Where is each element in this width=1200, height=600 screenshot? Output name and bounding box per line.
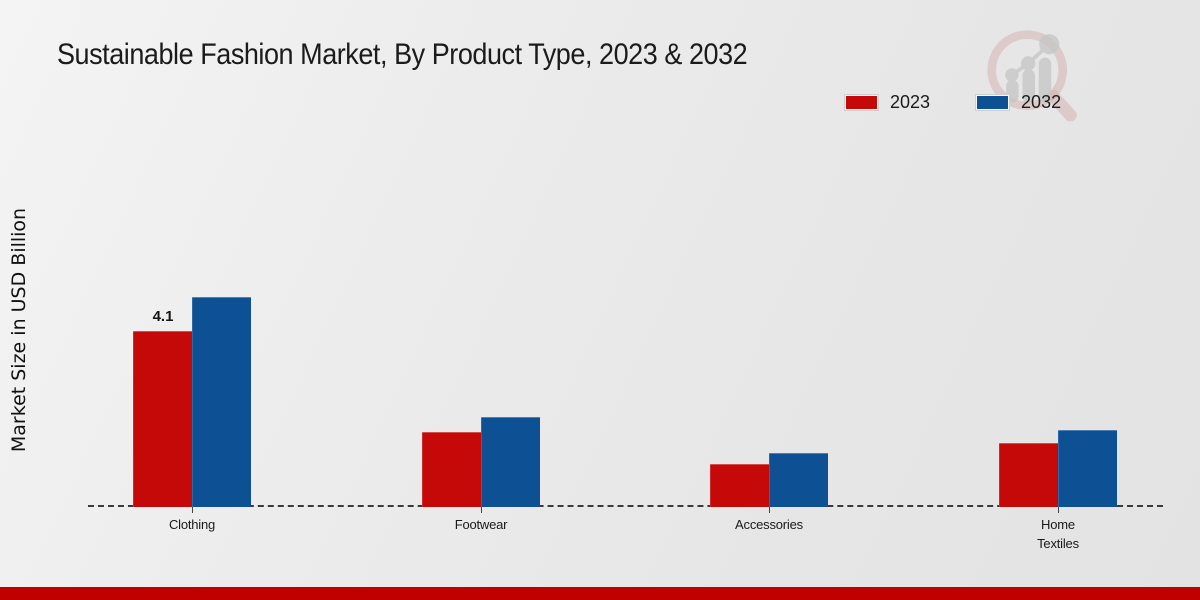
- bar-2032-clothing: [192, 297, 251, 507]
- bar-2023-footwear: [422, 432, 481, 507]
- bar-2032-accessories: [769, 453, 828, 507]
- legend-item-2032: 2032: [976, 92, 1061, 113]
- x-axis-tick: [769, 507, 770, 513]
- bar-2032-footwear: [481, 417, 540, 507]
- brand-watermark-logo: [987, 30, 1077, 122]
- magnifier-icon: [987, 30, 1077, 122]
- x-axis-tick: [192, 507, 193, 513]
- x-axis-baseline: [88, 505, 1163, 507]
- legend-item-2023: 2023: [845, 92, 930, 113]
- footer-accent-band: [0, 587, 1200, 600]
- chart-title: Sustainable Fashion Market, By Product T…: [57, 38, 748, 71]
- legend-label: 2023: [890, 92, 931, 112]
- bar-value-label-2023-clothing: 4.1: [152, 308, 174, 325]
- x-axis-tick: [481, 507, 482, 513]
- bar-2023-home-textiles: [999, 443, 1058, 507]
- legend: 2023 2032: [845, 92, 1061, 113]
- category-label-home-textiles: Home Textiles: [1037, 517, 1079, 551]
- x-axis-tick: [1058, 507, 1059, 513]
- category-label-footwear: Footwear: [454, 517, 508, 532]
- category-label-accessories: Accessories: [735, 517, 803, 532]
- bar-2023-accessories: [710, 464, 769, 507]
- legend-swatch-2023: [845, 95, 878, 110]
- trend-bars-icon: [1005, 34, 1060, 103]
- legend-label: 2032: [1021, 92, 1062, 112]
- bar-2023-clothing: [133, 331, 192, 507]
- category-label-clothing: Clothing: [168, 517, 216, 532]
- legend-swatch-2032: [976, 95, 1010, 110]
- bar-2032-home-textiles: [1058, 430, 1117, 507]
